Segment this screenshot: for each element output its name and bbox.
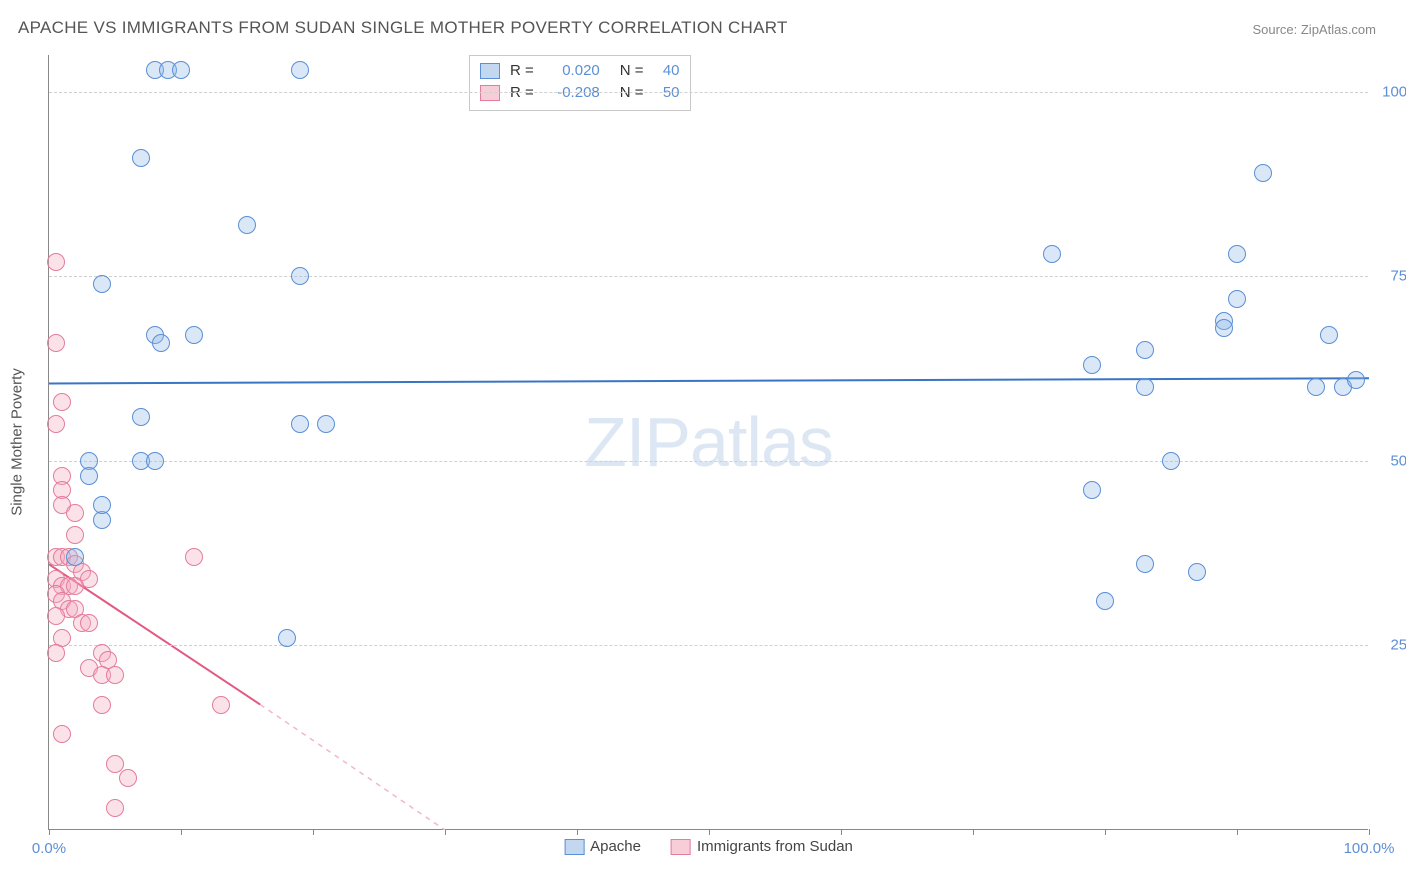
x-tick-label: 100.0% <box>1344 840 1395 857</box>
apache-point <box>291 267 309 285</box>
x-tick <box>1237 829 1238 835</box>
apache-point <box>146 452 164 470</box>
sudan-point <box>53 725 71 743</box>
gridline <box>49 276 1368 277</box>
y-tick-label: 75.0% <box>1375 268 1406 285</box>
sudan-point <box>66 526 84 544</box>
apache-point <box>1162 452 1180 470</box>
top-legend: R = 0.020 N = 40 R = -0.208 N = 50 <box>469 55 691 111</box>
x-tick <box>181 829 182 835</box>
y-tick-label: 100.0% <box>1375 83 1406 100</box>
x-tick <box>1105 829 1106 835</box>
x-tick <box>709 829 710 835</box>
legend-label: Immigrants from Sudan <box>697 838 853 855</box>
x-tick <box>577 829 578 835</box>
sudan-point <box>106 799 124 817</box>
legend-n-label: N = <box>620 82 644 104</box>
apache-point <box>66 548 84 566</box>
apache-point <box>152 334 170 352</box>
apache-point <box>1083 481 1101 499</box>
legend-r-value: -0.208 <box>540 82 600 104</box>
apache-point <box>1096 592 1114 610</box>
sudan-point <box>53 393 71 411</box>
trend-lines <box>49 55 1369 830</box>
gridline <box>49 645 1368 646</box>
x-tick <box>445 829 446 835</box>
legend-row: R = -0.208 N = 50 <box>480 82 680 104</box>
apache-point <box>1254 164 1272 182</box>
legend-r-value: 0.020 <box>540 60 600 82</box>
legend-n-label: N = <box>620 60 644 82</box>
legend-swatch <box>480 85 500 101</box>
sudan-point <box>93 696 111 714</box>
apache-point <box>1228 290 1246 308</box>
legend-swatch <box>564 839 584 855</box>
y-tick-label: 25.0% <box>1375 637 1406 654</box>
apache-point <box>80 467 98 485</box>
sudan-point <box>47 415 65 433</box>
sudan-point <box>47 644 65 662</box>
x-tick <box>49 829 50 835</box>
y-axis-label: Single Mother Poverty <box>9 368 26 516</box>
sudan-point <box>47 334 65 352</box>
sudan-point <box>47 607 65 625</box>
apache-point <box>1307 378 1325 396</box>
sudan-point <box>80 614 98 632</box>
apache-point <box>317 415 335 433</box>
apache-point <box>1136 341 1154 359</box>
bottom-legend-item: Apache <box>564 838 641 855</box>
apache-point <box>291 61 309 79</box>
apache-point <box>1083 356 1101 374</box>
apache-point <box>172 61 190 79</box>
apache-point <box>132 408 150 426</box>
apache-point <box>1215 319 1233 337</box>
apache-point <box>132 149 150 167</box>
x-tick <box>313 829 314 835</box>
sudan-point <box>106 666 124 684</box>
legend-n-value: 40 <box>650 60 680 82</box>
sudan-point <box>47 253 65 271</box>
apache-point <box>1347 371 1365 389</box>
sudan-point <box>119 769 137 787</box>
chart-title: APACHE VS IMMIGRANTS FROM SUDAN SINGLE M… <box>18 18 788 38</box>
apache-point <box>1136 555 1154 573</box>
legend-row: R = 0.020 N = 40 <box>480 60 680 82</box>
apache-point <box>1228 245 1246 263</box>
sudan-point <box>106 755 124 773</box>
legend-label: Apache <box>590 838 641 855</box>
sudan-point <box>66 577 84 595</box>
apache-point <box>93 496 111 514</box>
apache-point <box>1188 563 1206 581</box>
apache-point <box>1043 245 1061 263</box>
apache-point <box>291 415 309 433</box>
sudan-point <box>185 548 203 566</box>
apache-point <box>238 216 256 234</box>
apache-point <box>1136 378 1154 396</box>
apache-point <box>185 326 203 344</box>
x-tick-label: 0.0% <box>32 840 66 857</box>
sudan-point <box>212 696 230 714</box>
x-tick <box>1369 829 1370 835</box>
bottom-legend-item: Immigrants from Sudan <box>671 838 853 855</box>
legend-r-label: R = <box>510 60 534 82</box>
sudan-point <box>66 504 84 522</box>
source-label: Source: ZipAtlas.com <box>1252 22 1376 37</box>
x-tick <box>973 829 974 835</box>
y-tick-label: 50.0% <box>1375 452 1406 469</box>
legend-swatch <box>671 839 691 855</box>
x-tick <box>841 829 842 835</box>
apache-point <box>93 275 111 293</box>
plot-area: Single Mother Poverty ZIPatlas R =0.020N… <box>48 55 1368 830</box>
watermark: ZIPatlas <box>584 402 833 482</box>
bottom-legend: Apache Immigrants from Sudan <box>564 838 853 855</box>
legend-swatch <box>480 63 500 79</box>
apache-point <box>1320 326 1338 344</box>
legend-n-value: 50 <box>650 82 680 104</box>
chart-container: APACHE VS IMMIGRANTS FROM SUDAN SINGLE M… <box>0 0 1406 892</box>
gridline <box>49 92 1368 93</box>
apache-point <box>278 629 296 647</box>
source-link[interactable]: ZipAtlas.com <box>1301 22 1376 37</box>
legend-r-label: R = <box>510 82 534 104</box>
